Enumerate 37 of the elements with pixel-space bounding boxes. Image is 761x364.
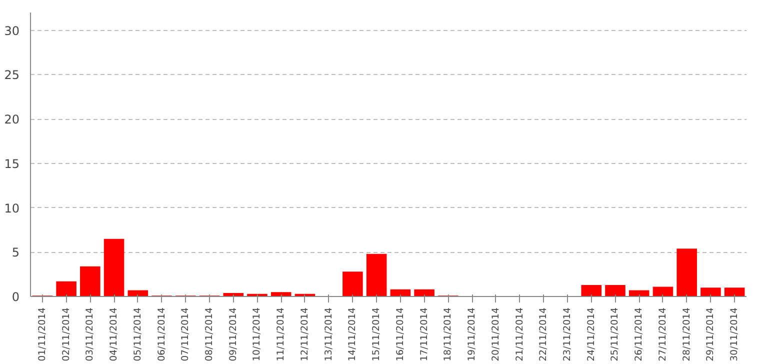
x-tick-label: 05/11/2014 [132,307,144,362]
x-tick-label: 22/11/2014 [538,307,550,362]
y-tick-label: 0 [12,290,20,304]
x-tick-label: 18/11/2014 [442,307,454,362]
y-tick-label: 20 [4,112,20,126]
x-tick-label: 10/11/2014 [252,307,263,362]
x-tick-label: 13/11/2014 [323,307,334,362]
y-tick-label: 30 [4,24,20,38]
x-tick-label: 09/11/2014 [228,307,239,362]
x-tick-label: 20/11/2014 [490,307,502,362]
x-tick-label: 04/11/2014 [108,307,120,362]
y-tick-label: 15 [4,156,20,171]
x-tick-label: 26/11/2014 [634,307,645,362]
x-tick-label: 11/11/2014 [276,307,287,362]
x-tick-label: 12/11/2014 [299,307,310,362]
x-tick-label: 08/11/2014 [204,307,215,362]
y-tick-label: 10 [4,201,20,216]
y-tick-label: 5 [12,246,20,260]
x-tick-label: 03/11/2014 [84,307,96,362]
x-tick-label: 24/11/2014 [586,307,597,362]
x-tick-label: 16/11/2014 [394,307,406,362]
x-tick-label: 17/11/2014 [418,307,430,362]
x-tick-label: 01/11/2014 [36,307,48,362]
x-tick-label: 25/11/2014 [610,307,621,362]
x-tick-label: 06/11/2014 [156,307,168,362]
x-tick-label: 02/11/2014 [60,307,72,362]
x-tick-label: 21/11/2014 [514,307,526,362]
x-tick-label: 23/11/2014 [562,307,573,362]
y-tick-label: 25 [4,68,20,82]
x-tick-label: 30/11/2014 [729,307,740,362]
x-tick-label: 15/11/2014 [371,307,382,362]
x-tick-label: 07/11/2014 [180,307,192,362]
x-tick-label: 29/11/2014 [705,307,716,362]
x-tick-label: 14/11/2014 [347,307,358,362]
x-tick-label: 19/11/2014 [466,307,478,362]
x-tick-label: 28/11/2014 [681,307,692,362]
x-tick-label: 27/11/2014 [657,307,668,362]
